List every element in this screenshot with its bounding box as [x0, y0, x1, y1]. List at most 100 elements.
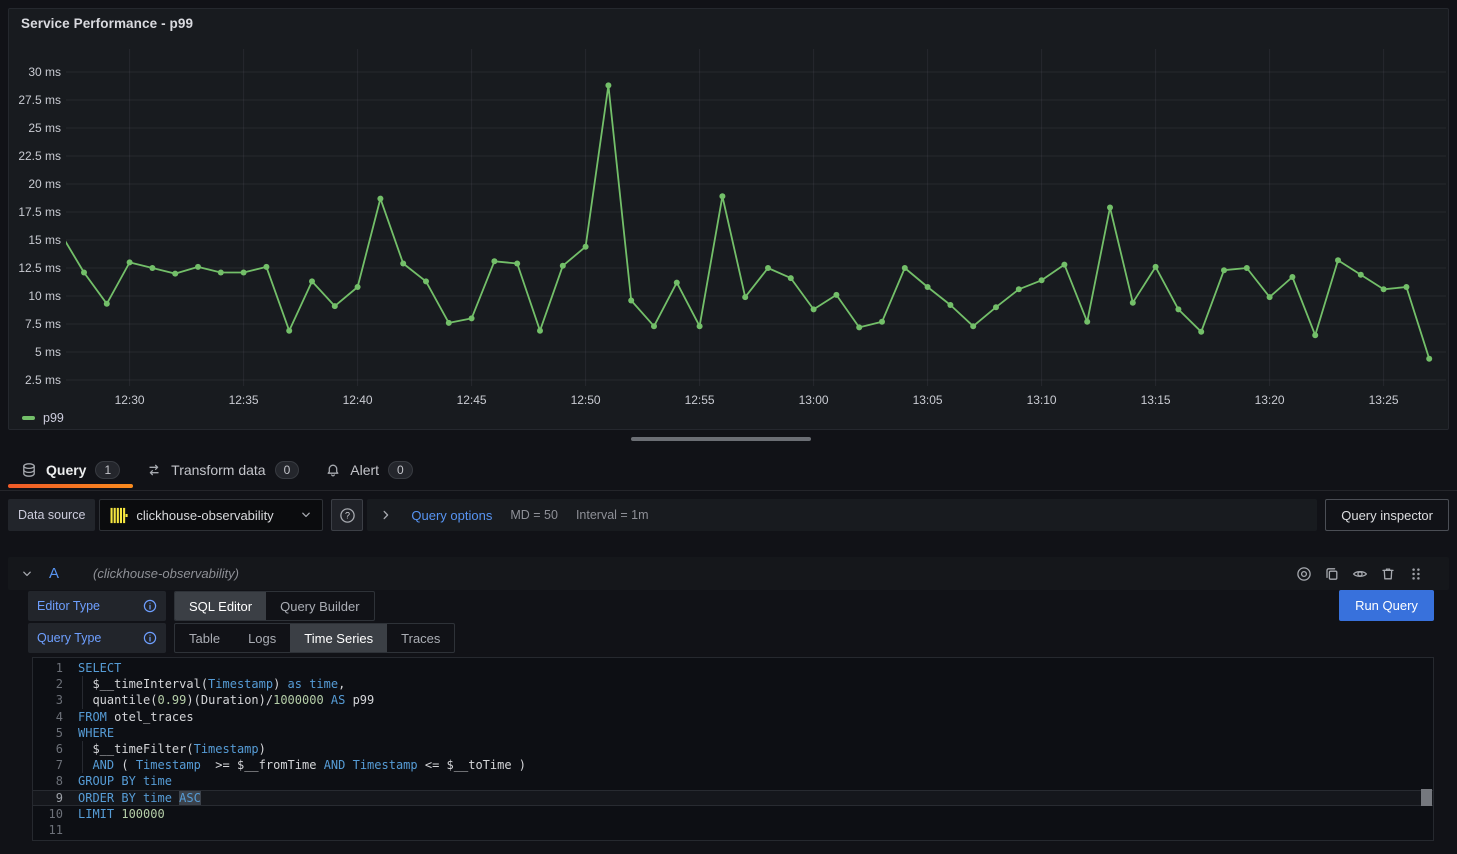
grafana-panel-edit-page: { "colors": { "series_green": "#73bf69",…: [0, 0, 1457, 854]
tab-transform[interactable]: Transform data0: [133, 450, 312, 490]
line-text: quantile(0.99)(Duration)/1000000 AS p99: [63, 692, 374, 708]
svg-text:20 ms: 20 ms: [28, 177, 61, 191]
hide-response-icon[interactable]: [1352, 566, 1368, 582]
query-toolbar: Data source clickhouse-observability ? Q…: [8, 499, 1449, 531]
info-circle-icon[interactable]: [143, 631, 157, 645]
tab-count-badge: 1: [95, 461, 120, 479]
line-number: 2: [33, 676, 63, 692]
svg-text:7.5 ms: 7.5 ms: [25, 317, 61, 331]
line-number: 3: [33, 692, 63, 708]
svg-text:25 ms: 25 ms: [28, 121, 61, 135]
transform-icon: [146, 462, 162, 478]
code-line-2[interactable]: 2 $__timeInterval(Timestamp) as time,: [33, 676, 1433, 692]
query-ref-id: A: [49, 565, 59, 582]
line-number: 4: [33, 709, 63, 725]
svg-text:15 ms: 15 ms: [28, 233, 61, 247]
svg-text:?: ?: [345, 510, 350, 520]
line-text: FROM otel_traces: [63, 709, 194, 725]
svg-text:5 ms: 5 ms: [35, 345, 61, 359]
sql-code-editor[interactable]: 1SELECT2 $__timeInterval(Timestamp) as t…: [32, 657, 1434, 841]
svg-text:12:50: 12:50: [571, 393, 601, 407]
code-line-7[interactable]: 7 AND ( Timestamp >= $__fromTime AND Tim…: [33, 757, 1433, 773]
svg-text:12:45: 12:45: [457, 393, 487, 407]
svg-text:12:35: 12:35: [229, 393, 259, 407]
line-number: 6: [33, 741, 63, 757]
editor-overview-cursor: [1421, 789, 1432, 806]
svg-text:10 ms: 10 ms: [28, 289, 61, 303]
code-line-4[interactable]: 4FROM otel_traces: [33, 709, 1433, 725]
code-line-9[interactable]: 9ORDER BY time ASC: [33, 790, 1433, 806]
line-number: 11: [33, 822, 63, 838]
help-circle-icon: ?: [339, 507, 356, 524]
editor-type-option-sql-editor[interactable]: SQL Editor: [175, 592, 266, 620]
panel-resize-handle[interactable]: [631, 437, 811, 441]
query-type-label-text: Query Type: [37, 631, 101, 645]
interval-value: Interval = 1m: [576, 508, 649, 522]
datasource-help-button[interactable]: ?: [331, 499, 363, 531]
collapse-query-icon[interactable]: [20, 567, 34, 581]
svg-text:2.5 ms: 2.5 ms: [25, 373, 61, 387]
code-line-8[interactable]: 8GROUP BY time: [33, 773, 1433, 789]
timeseries-chart: 30 ms27.5 ms25 ms22.5 ms20 ms17.5 ms15 m…: [9, 9, 1450, 431]
run-query-button[interactable]: Run Query: [1339, 590, 1434, 621]
chevron-right-icon[interactable]: [379, 508, 393, 522]
code-line-6[interactable]: 6 $__timeFilter(Timestamp): [33, 741, 1433, 757]
line-text: SELECT: [63, 660, 121, 676]
editor-type-radio-group: SQL EditorQuery Builder: [174, 591, 375, 621]
line-text: LIMIT 100000: [63, 806, 165, 822]
editor-type-option-query-builder[interactable]: Query Builder: [266, 592, 373, 620]
svg-text:17.5 ms: 17.5 ms: [18, 205, 61, 219]
chart-legend-item[interactable]: p99: [22, 411, 64, 425]
query-options-toggle[interactable]: Query options: [411, 508, 492, 523]
duplicate-query-icon[interactable]: [1324, 566, 1340, 582]
line-text: $__timeFilter(Timestamp): [63, 741, 266, 757]
query-type-option-time-series[interactable]: Time Series: [290, 624, 387, 652]
svg-text:13:15: 13:15: [1141, 393, 1171, 407]
svg-text:27.5 ms: 27.5 ms: [18, 93, 61, 107]
editor-type-label-text: Editor Type: [37, 599, 100, 613]
tab-query[interactable]: Query 1: [8, 450, 133, 490]
delete-query-icon[interactable]: [1380, 566, 1396, 582]
disable-query-icon[interactable]: [1296, 566, 1312, 582]
tab-label: Alert: [350, 462, 379, 478]
database-icon: [21, 462, 37, 478]
svg-text:13:20: 13:20: [1255, 393, 1285, 407]
tab-count-badge: 0: [388, 461, 413, 479]
query-inspector-button[interactable]: Query inspector: [1325, 499, 1449, 531]
code-line-3[interactable]: 3 quantile(0.99)(Duration)/1000000 AS p9…: [33, 692, 1433, 708]
svg-text:30 ms: 30 ms: [28, 65, 61, 79]
editor-type-label: Editor Type: [28, 591, 166, 621]
code-line-11[interactable]: 11: [33, 822, 1433, 838]
svg-text:13:10: 13:10: [1027, 393, 1057, 407]
tab-label: Query: [46, 462, 86, 478]
query-type-label: Query Type: [28, 623, 166, 653]
query-type-option-logs[interactable]: Logs: [234, 624, 290, 652]
code-line-1[interactable]: 1SELECT: [33, 660, 1433, 676]
info-circle-icon[interactable]: [143, 599, 157, 613]
line-number: 1: [33, 660, 63, 676]
svg-text:13:00: 13:00: [799, 393, 829, 407]
query-type-option-table[interactable]: Table: [175, 624, 234, 652]
editor-type-row: Editor Type SQL EditorQuery Builder: [28, 591, 375, 621]
datasource-picker[interactable]: clickhouse-observability: [99, 499, 323, 531]
line-number: 10: [33, 806, 63, 822]
line-text: AND ( Timestamp >= $__fromTime AND Times…: [63, 757, 526, 773]
tab-alert[interactable]: Alert 0: [312, 450, 425, 490]
line-text: ORDER BY time ASC: [63, 790, 201, 806]
code-line-10[interactable]: 10LIMIT 100000: [33, 806, 1433, 822]
svg-text:12:30: 12:30: [115, 393, 145, 407]
code-line-5[interactable]: 5WHERE: [33, 725, 1433, 741]
query-row-header[interactable]: A (clickhouse-observability): [8, 557, 1449, 590]
line-text: [63, 822, 78, 838]
line-text: WHERE: [63, 725, 114, 741]
datasource-label: Data source: [8, 499, 95, 531]
drag-handle-icon[interactable]: [1408, 566, 1424, 582]
tab-count-badge: 0: [275, 461, 300, 479]
query-type-option-traces[interactable]: Traces: [387, 624, 454, 652]
legend-series-label: p99: [43, 411, 64, 425]
line-text: $__timeInterval(Timestamp) as time,: [63, 676, 345, 692]
line-number: 9: [33, 790, 63, 806]
line-number: 8: [33, 773, 63, 789]
editor-tabbar: Query 1 Transform data0 Alert 0: [0, 450, 1457, 491]
line-number: 5: [33, 725, 63, 741]
